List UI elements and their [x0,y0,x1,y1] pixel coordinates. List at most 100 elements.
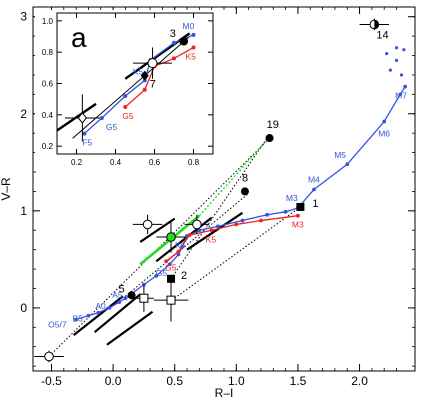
green-circle-marker [166,232,176,242]
filled-circle-marker [127,291,136,300]
blue-sequence-point [176,252,181,257]
blue-spectral-label: M4 [308,174,320,184]
blue-sequence-point [312,187,316,192]
object-label: 8 [242,172,248,184]
blue-extra-dot [399,73,404,77]
blue-sequence-point [123,296,128,301]
thick-segment [72,295,124,336]
inset-red-point [191,45,196,50]
inset-object-label: 7 [150,79,156,91]
red-spectral-label: M3 [292,220,304,230]
inset-x-tick-label: 0.6 [149,158,161,167]
inset-blue-point [123,94,128,99]
blue-spectral-label: G5 [156,268,168,278]
blue-sequence-point [117,300,122,304]
red-sequence-point [259,218,263,223]
blue-spectral-label: O5/7 [48,320,67,330]
inset-y-tick-label: 0.2 [42,142,54,151]
inset-y-tick-label: 1.0 [42,17,54,26]
open-circle-marker [192,219,202,230]
inset-spectral-label: M0 [183,21,195,31]
x-axis-label: R–I [215,386,234,400]
blue-spectral-label: A5 [112,290,123,300]
blue-spectral-label: B5 [72,314,83,324]
blue-sequence-point [107,306,112,310]
y-axis-label: V–R [0,177,13,201]
object-label: 19 [267,119,279,131]
inset-blue-point [172,40,176,45]
red-sequence-point [164,259,168,264]
blue-extra-dot [394,58,399,62]
x-tick-label: 1.5 [290,374,307,388]
inset-plot: F5 G5 G5 K5 M0 K5 3 7 a 0.2 0.4 0.6 0.8 0.2 0.4 0.6 0.8 1… [35,10,217,169]
blue-sequence-point [240,218,245,223]
object-label: 14 [376,29,388,41]
inset-spectral-label: G5 [122,111,134,121]
red-spectral-label: G5 [165,262,177,272]
reddening-vector [170,137,268,280]
inset-thick-line [57,102,97,132]
blue-extra-dot [402,48,406,52]
red-sequence-point [209,228,214,233]
thick-segment [93,293,141,334]
red-sequence-point [234,222,239,227]
y-tick-label: 1 [20,204,27,218]
inset-blue-point [191,32,196,37]
inset-y-tick-label: 0.6 [42,80,54,89]
inset-red-point [123,105,128,109]
x-tick-label: 0.0 [105,374,122,388]
red-sequence-point [296,213,300,218]
blue-spectral-label: A0 [95,301,106,311]
inset-spectral-label: K5 [186,51,197,61]
inset-thin-line [72,36,190,139]
inset-object-label: 3 [170,28,176,40]
thick-segment [106,310,154,346]
filled-circle-marker [265,134,274,143]
open-square-marker [139,293,149,303]
blue-sequence-point [215,224,220,229]
inset-y-tick-label: 0.4 [42,111,54,120]
inset-panel-letter: a [71,22,87,53]
inset-x-tick-label: 0.8 [188,158,200,167]
x-tick-label: 1.0 [228,374,245,388]
y-tick-label: 0 [20,301,27,315]
inset-blue-point [99,115,104,120]
inset-filled-diamond [140,70,149,81]
open-circle-marker [142,219,153,230]
blue-sequence-point [74,317,79,322]
inset-blue-point [82,131,87,136]
y-tick-label: 3 [20,10,27,24]
reddening-vector [48,136,272,357]
blue-sequence-point [154,273,159,278]
filled-square-marker [296,202,305,211]
blue-sequence-point [345,162,350,167]
half-circle-fill [374,20,379,29]
blue-spectral-label: M5 [334,150,346,160]
inset-x-tick-label: 0.4 [110,158,122,167]
red-sequence-point [176,249,181,254]
inset-red-point [142,87,147,92]
blue-sequence-point [283,209,288,214]
blue-sequence-point [265,212,270,217]
open-circle-marker [44,351,54,362]
blue-spectral-label: K5 [175,240,186,250]
inset-y-tick-label: 0.8 [42,48,54,57]
object-label: 1 [312,198,318,210]
filled-circle-marker [240,187,249,196]
blue-sequence-point [398,92,403,97]
thick-segment [139,217,176,243]
inset-spectral-label: G5 [106,122,118,132]
blue-spectral-label: M7 [395,91,407,101]
main-plot: O5/7 B5 A0 A5 G5 K5 M3 M4 M5 M6 M7 G5 K5 M3 1 2 5 8 14 19 -0… [20,6,416,388]
x-tick-label: 2.0 [351,374,368,388]
x-tick-label: -0.5 [41,374,62,388]
red-spectral-label: K5 [206,234,217,244]
blue-sequence-point [403,84,408,89]
inset-spectral-label: K5 [133,66,144,76]
inset-x-tick-label: 0.2 [71,158,83,167]
open-square-marker [166,295,176,305]
blue-extra-dot [388,68,392,72]
blue-sequence-point [197,228,202,233]
blue-spectral-label: M3 [286,193,298,203]
